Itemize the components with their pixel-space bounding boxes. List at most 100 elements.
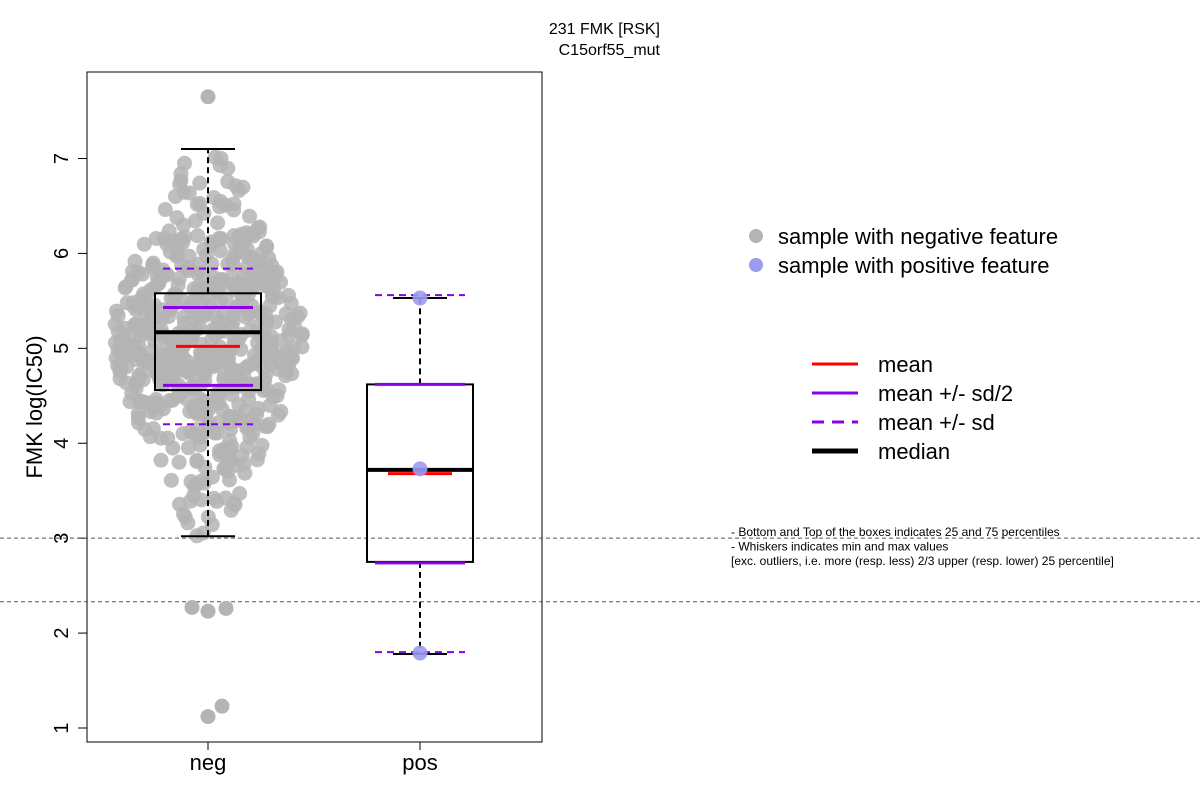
y-tick-label-4: 4 — [51, 438, 73, 449]
negative-point — [170, 277, 186, 293]
negative-point — [192, 175, 208, 191]
negative-point — [242, 208, 258, 224]
positive-point — [412, 290, 428, 306]
iqr-box-neg — [154, 292, 262, 392]
negative-point — [249, 452, 265, 468]
negative-point — [212, 243, 228, 259]
negative-point — [241, 306, 257, 322]
negative-point — [223, 452, 239, 468]
negative-point — [175, 506, 191, 522]
legend-line-label-4: median — [878, 439, 950, 464]
negative-point — [131, 415, 147, 431]
negative-point — [212, 157, 228, 173]
negative-point — [150, 276, 166, 292]
positive-point — [412, 645, 428, 661]
negative-point — [231, 183, 247, 199]
negative-point — [155, 377, 171, 393]
negative-point — [211, 346, 227, 362]
negative-outlier-point — [184, 599, 200, 615]
negative-point — [292, 305, 308, 321]
negative-point — [270, 407, 286, 423]
negative-point — [261, 279, 277, 295]
y-tick-label-2: 2 — [51, 628, 73, 639]
negative-point — [127, 253, 143, 269]
negative-outlier-point — [218, 600, 234, 616]
negative-point — [198, 247, 214, 263]
y-tick-label-6: 6 — [51, 248, 73, 259]
legend-label-2: sample with positive feature — [778, 253, 1049, 278]
negative-point — [234, 448, 250, 464]
x-tick-label-neg: neg — [190, 750, 227, 775]
negative-point — [261, 340, 277, 356]
plot-area: 1 2 3 4 5 6 7 neg pos — [0, 71, 1200, 775]
negative-point — [162, 393, 178, 409]
negative-point — [181, 185, 197, 201]
box-neg — [154, 148, 262, 538]
negative-point — [216, 371, 232, 387]
negative-outlier-point — [200, 603, 216, 619]
negative-point — [222, 422, 238, 438]
negative-point — [193, 344, 209, 360]
negative-point — [177, 229, 193, 245]
legend-marker-1 — [749, 229, 763, 243]
negative-point — [171, 454, 187, 470]
box-pos — [366, 294, 474, 655]
negative-point — [124, 272, 140, 288]
y-tick-label-3: 3 — [51, 533, 73, 544]
negative-point — [173, 166, 189, 182]
negative-point — [210, 215, 226, 231]
legend: sample with negative feature sample with … — [749, 224, 1058, 464]
negative-point — [226, 495, 242, 511]
negative-point — [279, 343, 295, 359]
negative-points — [107, 89, 310, 725]
negative-point — [138, 395, 154, 411]
negative-point — [135, 352, 151, 368]
negative-point — [145, 343, 161, 359]
negative-point — [186, 488, 202, 504]
x-tick-label-pos: pos — [402, 750, 437, 775]
negative-point — [238, 225, 254, 241]
legend-line-label-2: mean +/- sd/2 — [878, 381, 1013, 406]
negative-point — [261, 416, 277, 432]
negative-point — [177, 363, 193, 379]
negative-point — [208, 393, 224, 409]
negative-point — [281, 321, 297, 337]
negative-outlier-point — [200, 89, 216, 105]
negative-point — [247, 376, 263, 392]
negative-point — [148, 405, 164, 421]
legend-marker-2 — [749, 258, 763, 272]
negative-point — [259, 238, 275, 254]
negative-point — [221, 472, 237, 488]
plot-frame — [86, 71, 543, 743]
negative-point — [294, 327, 310, 343]
notes: - Bottom and Top of the boxes indicates … — [731, 525, 1114, 568]
chart-title: 231 FMK [RSK] — [549, 21, 660, 38]
negative-point — [193, 429, 209, 445]
negative-point — [254, 437, 270, 453]
negative-point — [146, 260, 162, 276]
negative-point — [194, 375, 210, 391]
negative-point — [236, 267, 252, 283]
negative-point — [188, 476, 204, 492]
negative-outlier-point — [214, 698, 230, 714]
negative-point — [138, 300, 154, 316]
legend-line-label-3: mean +/- sd — [878, 410, 995, 435]
negative-point — [127, 316, 143, 332]
positive-point — [412, 461, 428, 477]
negative-point — [250, 335, 266, 351]
negative-point — [145, 421, 161, 437]
y-tick-label-1: 1 — [51, 722, 73, 733]
negative-point — [224, 269, 240, 285]
negative-point — [209, 493, 225, 509]
negative-point — [212, 199, 228, 215]
negative-point — [206, 425, 222, 441]
legend-line-label-1: mean — [878, 352, 933, 377]
negative-point — [263, 357, 279, 373]
negative-point — [237, 465, 253, 481]
negative-point — [179, 391, 195, 407]
negative-point — [186, 292, 202, 308]
negative-point — [222, 409, 238, 425]
negative-point — [204, 517, 220, 533]
negative-point — [245, 279, 261, 295]
